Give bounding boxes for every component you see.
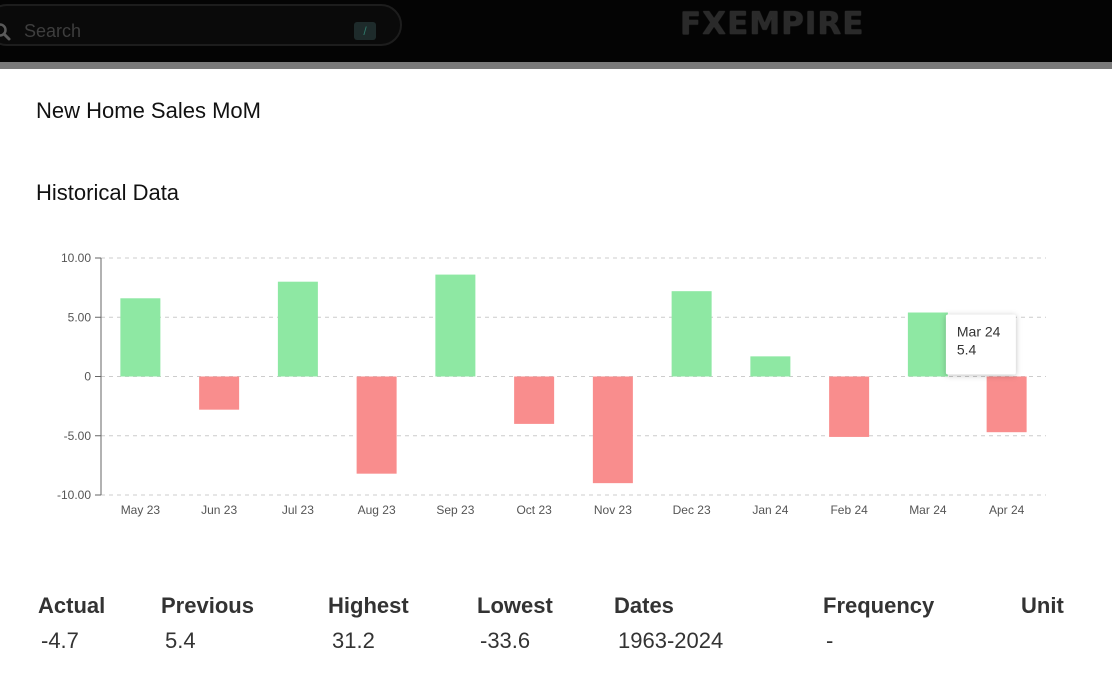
bar-dec-23 — [671, 291, 712, 377]
x-tick-label: Mar 24 — [909, 503, 947, 517]
x-tick-label: May 23 — [121, 503, 161, 517]
x-tick-label: Sep 23 — [436, 503, 474, 517]
stats-summary: Actual -4.7 Previous 5.4 Highest 31.2 Lo… — [0, 590, 1112, 670]
stat-lowest-value: -33.6 — [480, 628, 531, 653]
stat-frequency-value: - — [826, 628, 834, 653]
stat-actual-value: -4.7 — [41, 628, 79, 653]
x-tick-label: Nov 23 — [594, 503, 632, 517]
x-tick-label: Oct 23 — [516, 503, 552, 517]
tooltip-label: Mar 24 — [957, 324, 1001, 340]
bar-apr-24 — [986, 376, 1027, 433]
historical-bar-chart: 10.00 5.00 0 -5.00 -10.00 May 23 Jun 23 Jul 23 A… — [57, 251, 1046, 517]
stat-unit-label: Unit — [1021, 593, 1064, 618]
header-divider — [0, 62, 1112, 69]
bar-nov-23 — [592, 376, 633, 484]
x-tick-label: Dec 23 — [673, 503, 711, 517]
y-tick-label: -5.00 — [64, 429, 92, 443]
x-tick-label: Feb 24 — [830, 503, 868, 517]
y-tick-label: -10.00 — [57, 488, 91, 502]
bar-oct-23 — [514, 376, 555, 424]
x-tick-label: Apr 24 — [989, 503, 1025, 517]
fxempire-logo[interactable]: FXEMPIRE — [680, 6, 865, 42]
stat-dates-value: 1963-2024 — [618, 628, 724, 653]
bar-jan-24 — [750, 356, 791, 377]
stat-frequency-label: Frequency — [823, 593, 935, 618]
stat-dates-label: Dates — [614, 593, 674, 618]
chart-tooltip: Mar 24 5.4 — [945, 314, 1016, 375]
x-tick-label: Jun 23 — [201, 503, 237, 517]
stat-previous-label: Previous — [161, 593, 254, 618]
y-tick-label: 0 — [84, 370, 91, 384]
search-icon — [0, 22, 12, 47]
stat-previous-value: 5.4 — [165, 628, 196, 653]
bar-jul-23 — [277, 281, 318, 377]
bar-may-23 — [120, 298, 161, 377]
bar-mar-24 — [907, 312, 948, 377]
tooltip-box — [945, 314, 1016, 375]
search-box[interactable]: / — [0, 4, 402, 46]
bar-jun-23 — [199, 376, 240, 410]
x-tick-label: Aug 23 — [358, 503, 396, 517]
stat-highest-label: Highest — [328, 593, 409, 618]
bar-aug-23 — [356, 376, 397, 474]
x-tick-label: Jul 23 — [282, 503, 314, 517]
y-tick-label: 10.00 — [61, 251, 91, 265]
y-tick-label: 5.00 — [68, 310, 92, 324]
bar-feb-24 — [829, 376, 870, 437]
top-navigation-bar: / FXEMPIRE — [0, 0, 1112, 62]
x-tick-label: Jan 24 — [752, 503, 788, 517]
stat-highest-value: 31.2 — [332, 628, 375, 653]
bar-sep-23 — [435, 274, 476, 377]
stat-lowest-label: Lowest — [477, 593, 553, 618]
stat-actual-label: Actual — [38, 593, 106, 618]
page-title: New Home Sales MoM — [36, 98, 261, 123]
section-title: Historical Data — [36, 180, 180, 205]
search-input[interactable] — [22, 18, 326, 44]
search-shortcut-hint: / — [354, 22, 376, 40]
tooltip-value: 5.4 — [957, 342, 977, 358]
